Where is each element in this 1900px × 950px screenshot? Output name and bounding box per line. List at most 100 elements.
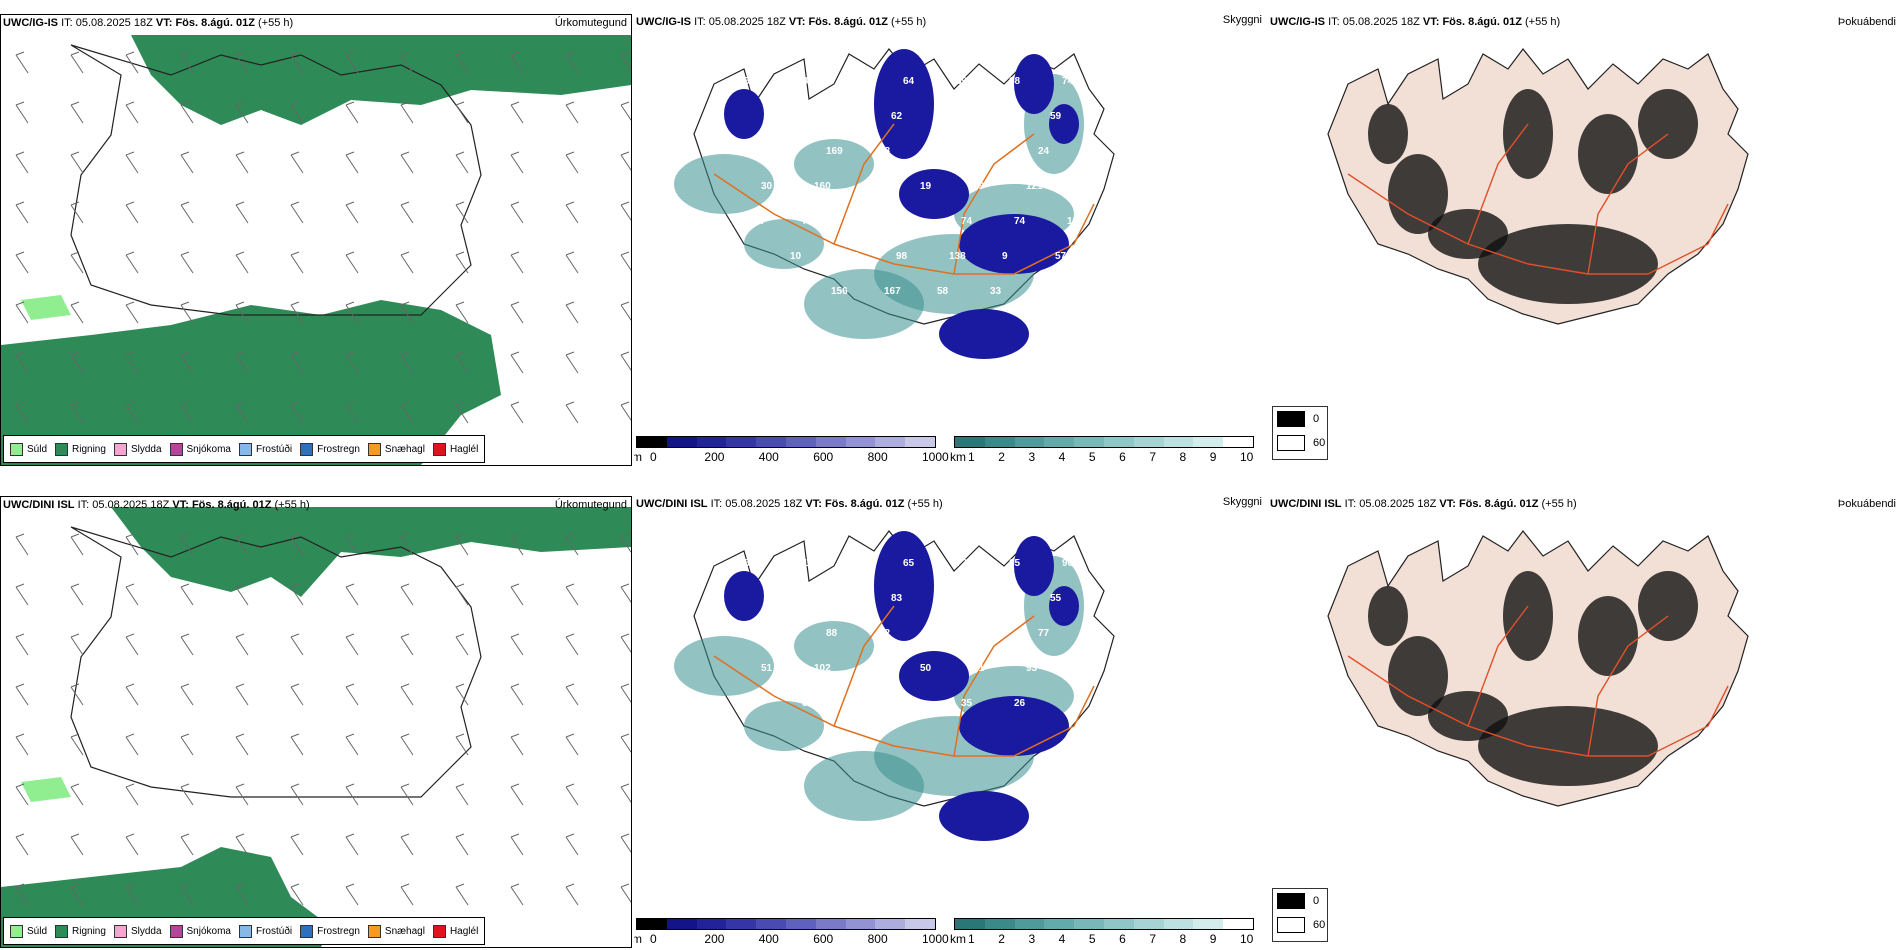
cloud-base-label: 160 <box>814 181 831 192</box>
cloud-base-label: 60 <box>785 593 797 604</box>
cloud-base-label: 67 <box>997 593 1009 604</box>
fog-index-map: UWC/DINI ISL IT: 05.08.2025 18Z VT: Fös.… <box>1268 496 1900 948</box>
cloud-base-label: 138 <box>949 251 966 262</box>
colorbar-unit: m <box>634 932 642 946</box>
low-cloud-area <box>1014 536 1054 596</box>
cloud-base-label: 13 <box>932 146 944 157</box>
colorbar-tick: 10 <box>1240 932 1254 946</box>
cloud-visibility-map: 65 41 43 65 73 65 90 60 10 83 182 67 55 59 88 12 94 31 77 5… <box>634 496 1266 948</box>
legend-item: Slydda <box>113 442 162 456</box>
visibility-colorbar: km 1 2 3 4 5 6 7 8 9 10 <box>950 918 1254 948</box>
cloud-base-label: 102 <box>814 663 831 674</box>
legend-label: Frostregn <box>317 925 360 937</box>
legend-label: Snjókoma <box>186 925 231 937</box>
cloud-colorbar: m 0 200 400 600 800 1000 <box>634 436 949 466</box>
cloud-base-label: 68 <box>773 146 785 157</box>
fog-map-canvas <box>1327 530 1749 807</box>
vt-label: VT: <box>1422 16 1440 28</box>
colorbar-tick: 400 <box>758 932 779 946</box>
colorbar-tick: 6 <box>1119 932 1126 946</box>
fog-area <box>1578 114 1638 194</box>
colorbar-unit: km <box>950 932 966 946</box>
legend-swatch <box>10 442 23 456</box>
colorbar-tick: 1 <box>968 932 975 946</box>
fog-area <box>1388 154 1448 234</box>
cloud-base-label: 18 <box>1067 216 1079 227</box>
fog-legend: 0 60 <box>1272 406 1328 460</box>
cloud-base-label: 54 <box>802 698 814 709</box>
colorbar-tick: 0 <box>650 932 657 946</box>
cloud-base-label: 82 <box>985 146 997 157</box>
fog-legend-item: 60 <box>1273 913 1327 937</box>
colorbar-tick: 9 <box>1209 932 1217 946</box>
road-network <box>713 123 1095 275</box>
low-cloud-area <box>874 531 934 641</box>
cloud-base-label: 57 <box>1055 251 1067 262</box>
cloud-base-label: 52 <box>997 111 1009 122</box>
colorbar-tick: 9 <box>1209 450 1217 464</box>
low-cloud-area <box>899 169 969 219</box>
it-label: IT: <box>694 16 706 28</box>
cloud-base-label: 88 <box>826 628 838 639</box>
legend-item: Súld <box>10 442 47 456</box>
legend-item: Rigning <box>55 924 106 938</box>
legend-swatch <box>55 924 69 938</box>
legend-label: Snæhagl <box>384 443 425 455</box>
it-label: IT: <box>1328 16 1340 28</box>
precip-type-map: UWC/DINI ISL IT: 05.08.2025 18Z VT: Fös.… <box>0 496 632 948</box>
cloud-base-label: 167 <box>884 286 901 297</box>
colorbar-tick: 3 <box>1028 450 1036 464</box>
colorbar-unit: km <box>950 450 966 464</box>
fog-swatch <box>1277 411 1305 427</box>
low-cloud-area <box>874 49 934 159</box>
lead-time: (+55 h) <box>907 498 943 510</box>
colorbar-tick: 800 <box>867 450 888 464</box>
fog-area <box>1478 706 1658 786</box>
panel-title: Úrkomutegund <box>554 499 627 511</box>
low-visibility-area <box>744 701 824 751</box>
legend-swatch <box>10 924 23 938</box>
cloud-base-label: 127 <box>785 111 802 122</box>
fog-legend-item: 60 <box>1273 431 1327 455</box>
legend-item: Súld <box>10 924 47 938</box>
low-cloud-area <box>959 696 1069 756</box>
lead-time: (+55 h) <box>274 499 310 511</box>
lead-time: (+55 h) <box>890 16 927 28</box>
precip-map-canvas <box>1 497 631 947</box>
fog-area <box>1368 104 1408 164</box>
road-network <box>713 605 1095 757</box>
low-cloud-area <box>1014 54 1054 114</box>
colorbar-tick: 1000 <box>922 932 949 946</box>
fog-legend-item: 0 <box>1273 889 1327 913</box>
fog-map-canvas <box>1327 48 1749 325</box>
cloud-base-label: 65 <box>744 558 756 569</box>
fog-legend-label: 60 <box>1313 437 1326 449</box>
colorbar-tick: 200 <box>704 932 725 946</box>
model-name: UWC/DINI ISL <box>1270 498 1342 510</box>
colorbar-tick: 5 <box>1088 450 1096 464</box>
panel-header: UWC/IG-IS IT: 05.08.2025 18Z VT: Fös. 8.… <box>1270 16 1560 28</box>
colorbar-tick: 200 <box>704 450 725 464</box>
cloud-base-label: 94 <box>932 628 944 639</box>
legend-swatch <box>113 924 127 938</box>
fog-area <box>1638 89 1698 159</box>
legend-item: Frostúði <box>238 442 292 456</box>
colorbar-tick: 2 <box>998 932 1005 946</box>
drizzle-area <box>21 777 71 802</box>
legend-swatch <box>367 924 381 938</box>
colorbar-tick: 0 <box>650 450 657 464</box>
legend-label: Rigning <box>72 925 106 937</box>
cloud-base-label: 80 <box>749 698 761 709</box>
low-visibility-area <box>794 139 874 189</box>
it-value: 05.08.2025 18Z <box>725 498 803 510</box>
panel-header: UWC/IG-IS IT: 05.08.2025 18Z VT: Fös. 8.… <box>3 17 293 29</box>
colorbar-tick: 6 <box>1119 450 1126 464</box>
cloud-base-label: 60 <box>744 76 756 87</box>
vt-value: Fös. 8.ágú. 01Z <box>191 499 272 511</box>
colorbar-tick: 2 <box>998 450 1005 464</box>
cloud-base-label: 59 <box>773 628 785 639</box>
fog-legend-item: 0 <box>1273 407 1327 431</box>
legend-swatch <box>238 442 252 456</box>
legend-label: Haglél <box>449 925 479 937</box>
fog-swatch <box>1277 893 1305 909</box>
